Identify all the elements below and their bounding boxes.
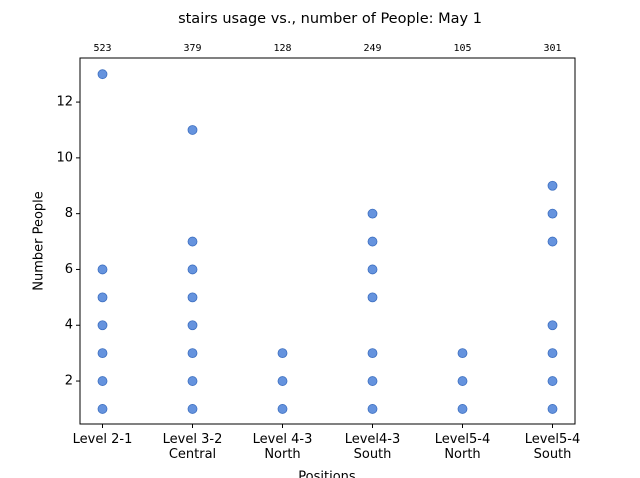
point xyxy=(97,69,108,80)
point xyxy=(547,208,558,219)
point xyxy=(187,292,198,303)
point xyxy=(97,376,108,386)
point xyxy=(367,376,378,386)
y-tick-label: 12 xyxy=(56,95,73,110)
x-tick-label: Level5-4 South xyxy=(524,432,581,462)
point xyxy=(277,348,288,359)
point xyxy=(367,208,378,219)
plot-frame xyxy=(79,57,576,425)
point xyxy=(187,320,198,331)
point xyxy=(97,264,108,275)
point xyxy=(97,404,108,414)
x-tick-label: Level 2-1 xyxy=(72,432,133,447)
point xyxy=(457,348,468,359)
y-tick-label: 8 xyxy=(65,206,73,221)
point xyxy=(187,236,198,247)
point xyxy=(97,320,108,331)
y-tick-label: 4 xyxy=(65,318,73,333)
count-label: 128 xyxy=(273,43,291,54)
count-label: 105 xyxy=(453,43,471,54)
point xyxy=(187,348,198,359)
point xyxy=(547,180,558,191)
point xyxy=(547,404,558,414)
y-axis-label: Number People xyxy=(32,191,47,291)
point xyxy=(457,404,468,414)
count-label: 301 xyxy=(543,43,561,54)
x-tick-label: Level 3-2 Central xyxy=(162,432,223,462)
point xyxy=(187,376,198,386)
point xyxy=(367,292,378,303)
point xyxy=(97,292,108,303)
point xyxy=(277,376,288,386)
point xyxy=(277,404,288,414)
point xyxy=(187,404,198,414)
point xyxy=(547,348,558,359)
x-tick-label: Level5-4 North xyxy=(434,432,491,462)
x-tick-label: Level 4-3 North xyxy=(252,432,313,462)
count-label: 379 xyxy=(183,43,201,54)
point xyxy=(547,320,558,331)
point xyxy=(367,348,378,359)
point xyxy=(367,404,378,414)
point xyxy=(457,376,468,386)
count-label: 523 xyxy=(93,43,111,54)
x-tick-label: Level4-3 South xyxy=(344,432,401,462)
point xyxy=(547,236,558,247)
point xyxy=(97,348,108,359)
y-tick-label: 6 xyxy=(65,262,73,277)
point xyxy=(367,236,378,247)
x-axis-label: Positions xyxy=(298,470,356,478)
chart-title: stairs usage vs., number of People: May … xyxy=(178,11,482,27)
y-tick-label: 10 xyxy=(56,150,73,165)
point xyxy=(187,264,198,275)
y-tick-label: 2 xyxy=(65,374,73,389)
count-label: 249 xyxy=(363,43,381,54)
point xyxy=(547,376,558,386)
point xyxy=(367,264,378,275)
point xyxy=(187,125,198,135)
